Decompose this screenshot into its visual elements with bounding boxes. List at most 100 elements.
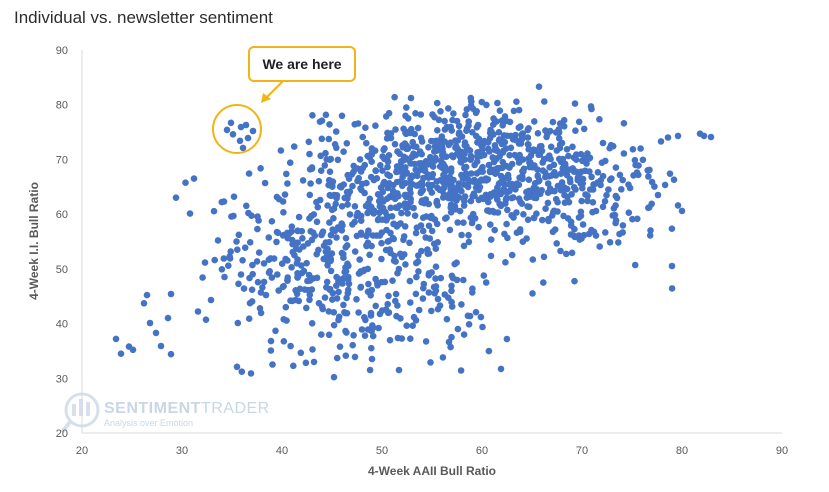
- data-point: [365, 227, 372, 234]
- data-point: [527, 152, 535, 159]
- data-point: [281, 191, 289, 198]
- data-point: [553, 147, 561, 154]
- data-point: [440, 179, 447, 186]
- data-point: [497, 365, 505, 373]
- data-point: [249, 261, 256, 269]
- data-point: [349, 221, 356, 228]
- data-point: [294, 239, 302, 246]
- data-point: [246, 239, 254, 246]
- data-point: [501, 113, 509, 120]
- data-point: [515, 106, 523, 114]
- data-point: [544, 130, 551, 138]
- data-point: [338, 249, 346, 257]
- x-tick-label: 40: [276, 445, 288, 457]
- data-point: [646, 232, 654, 239]
- data-point: [413, 273, 420, 281]
- data-point: [230, 212, 237, 220]
- data-point: [267, 337, 275, 345]
- data-point: [457, 367, 465, 374]
- data-point: [207, 296, 215, 304]
- data-point: [487, 167, 495, 174]
- data-point: [358, 326, 366, 333]
- data-point: [547, 143, 555, 151]
- data-point: [544, 199, 552, 207]
- data-point: [447, 184, 454, 192]
- data-point: [384, 214, 391, 222]
- data-point: [535, 83, 543, 90]
- data-point: [475, 196, 483, 204]
- data-point: [507, 132, 515, 140]
- data-point: [338, 227, 346, 234]
- data-point: [485, 161, 493, 169]
- data-point: [235, 231, 243, 239]
- data-point: [361, 189, 368, 197]
- data-point: [368, 344, 375, 352]
- data-point: [457, 155, 465, 162]
- data-point: [372, 302, 380, 310]
- data-point: [249, 127, 257, 135]
- data-point: [443, 123, 451, 131]
- data-point: [326, 121, 333, 128]
- data-point: [458, 301, 465, 308]
- data-point: [406, 239, 413, 247]
- data-point: [381, 278, 389, 286]
- data-point: [351, 203, 359, 210]
- data-point: [674, 202, 682, 209]
- x-tick-label: 60: [476, 445, 488, 457]
- data-point: [612, 164, 620, 171]
- data-point: [268, 218, 276, 225]
- data-point: [654, 191, 662, 199]
- data-point: [369, 322, 376, 329]
- data-point: [361, 332, 369, 340]
- data-point: [448, 303, 456, 310]
- data-point: [218, 266, 226, 273]
- data-point: [248, 286, 256, 294]
- data-point: [378, 239, 385, 247]
- data-point: [602, 157, 609, 165]
- data-point: [519, 156, 527, 163]
- data-point: [463, 106, 471, 113]
- data-point: [322, 149, 329, 157]
- data-point: [326, 168, 334, 175]
- data-point: [462, 174, 470, 181]
- data-point: [430, 138, 438, 145]
- data-point: [236, 137, 244, 145]
- data-point: [391, 140, 399, 148]
- data-point: [519, 238, 527, 245]
- data-point: [310, 358, 318, 366]
- data-point: [309, 346, 316, 353]
- data-point: [306, 291, 314, 299]
- data-point: [462, 111, 469, 119]
- data-point: [274, 271, 281, 278]
- data-point: [487, 252, 495, 260]
- data-point: [375, 197, 383, 205]
- data-point: [584, 197, 591, 205]
- x-tick-label: 30: [176, 445, 188, 457]
- data-point: [540, 156, 548, 163]
- data-point: [428, 189, 436, 196]
- bar-chart-magnifier-icon: [60, 392, 100, 434]
- data-point: [342, 352, 350, 360]
- data-point: [233, 363, 241, 371]
- data-point: [510, 214, 517, 221]
- data-point: [373, 175, 381, 182]
- data-point: [417, 222, 425, 229]
- data-point: [433, 178, 441, 185]
- data-point: [469, 285, 476, 293]
- data-point: [393, 178, 401, 186]
- data-point: [254, 278, 262, 286]
- data-point: [496, 153, 504, 160]
- data-point: [265, 234, 273, 241]
- data-point: [460, 276, 467, 284]
- data-point: [553, 240, 560, 247]
- data-point: [618, 186, 625, 193]
- data-point: [579, 221, 587, 228]
- data-point: [235, 280, 242, 288]
- data-point: [447, 204, 455, 211]
- data-point: [412, 110, 419, 117]
- data-point: [674, 132, 682, 140]
- data-point: [586, 168, 593, 175]
- data-point: [325, 176, 333, 184]
- data-point: [201, 259, 209, 266]
- data-point: [368, 286, 376, 294]
